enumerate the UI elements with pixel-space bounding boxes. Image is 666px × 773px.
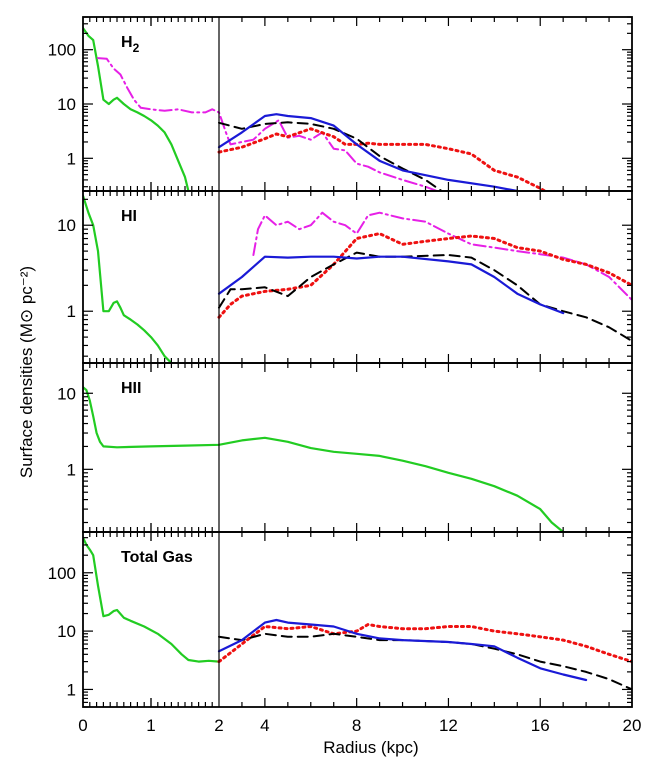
- panel-label: HII: [121, 380, 141, 397]
- series-line-green: [83, 386, 565, 532]
- panel-4-series: [83, 536, 632, 691]
- series-line-magenta: [97, 57, 438, 191]
- x-tick-label: 8: [352, 716, 361, 735]
- chart-panels: 1 10 100 H2 1 10 HI 1 10 HII 1 10 100 Total Gas: [48, 16, 633, 708]
- series-line-blue: [217, 255, 565, 315]
- x-tick-label: 2: [214, 716, 223, 735]
- y-tick-label: 10: [57, 216, 76, 235]
- panel-frame: [82, 531, 633, 708]
- panel-4: 1 10 100 Total Gas: [48, 531, 633, 708]
- x-tick-label: 20: [623, 716, 642, 735]
- series-line-magenta: [252, 211, 632, 301]
- series-line-red: [217, 127, 547, 191]
- panel-label-main: HII: [121, 380, 141, 397]
- x-axis-title: Radius (kpc): [323, 738, 418, 757]
- y-tick-label: 1: [67, 302, 76, 321]
- panel-1: 1 10 100 H2: [48, 16, 633, 192]
- series-line-blue: [217, 113, 519, 191]
- series-line-black: [218, 251, 632, 342]
- panel-label: Total Gas: [121, 549, 193, 566]
- y-tick-label: 10: [57, 95, 76, 114]
- panel-2: 1 10 HI: [57, 190, 633, 364]
- panel-2-series: [83, 194, 632, 363]
- y-tick-label: 100: [48, 41, 76, 60]
- panel-label-main: H: [121, 34, 133, 51]
- y-tick-label: 100: [48, 564, 76, 583]
- series-line-blue: [217, 618, 588, 682]
- panel-label: H2: [121, 34, 140, 55]
- panel-label-subscript: 2: [133, 41, 140, 55]
- panel-1-series: [83, 27, 547, 191]
- panel-3-series: [83, 386, 565, 532]
- series-line-red: [217, 623, 632, 664]
- x-tick-labels: 0 1 2 4 8 12 16 20: [78, 716, 641, 735]
- panel-frame: [82, 190, 633, 364]
- x-tick-label: 4: [260, 716, 269, 735]
- panel-frame: [82, 16, 633, 192]
- panel-label-main: Total Gas: [121, 549, 193, 566]
- panel-frame: [82, 362, 633, 533]
- series-line-green: [83, 536, 221, 663]
- series-line-red: [217, 232, 632, 319]
- y-tick-label: 1: [67, 149, 76, 168]
- x-tick-label: 1: [146, 716, 155, 735]
- series-line-green: [83, 194, 173, 363]
- x-tick-label: 12: [439, 716, 458, 735]
- y-axis-title: Surface densities (M⊙ pc⁻²): [17, 266, 36, 478]
- panel-label: HI: [121, 208, 137, 225]
- panel-label-main: HI: [121, 208, 137, 225]
- y-tick-label: 10: [57, 384, 76, 403]
- y-tick-label: 1: [67, 680, 76, 699]
- y-tick-label: 10: [57, 622, 76, 641]
- panel-3: 1 10 HII: [57, 362, 633, 533]
- x-tick-label: 0: [78, 716, 87, 735]
- x-tick-label: 16: [531, 716, 550, 735]
- y-tick-label: 1: [67, 460, 76, 479]
- series-line-black: [218, 121, 443, 191]
- series-line-green: [83, 27, 190, 191]
